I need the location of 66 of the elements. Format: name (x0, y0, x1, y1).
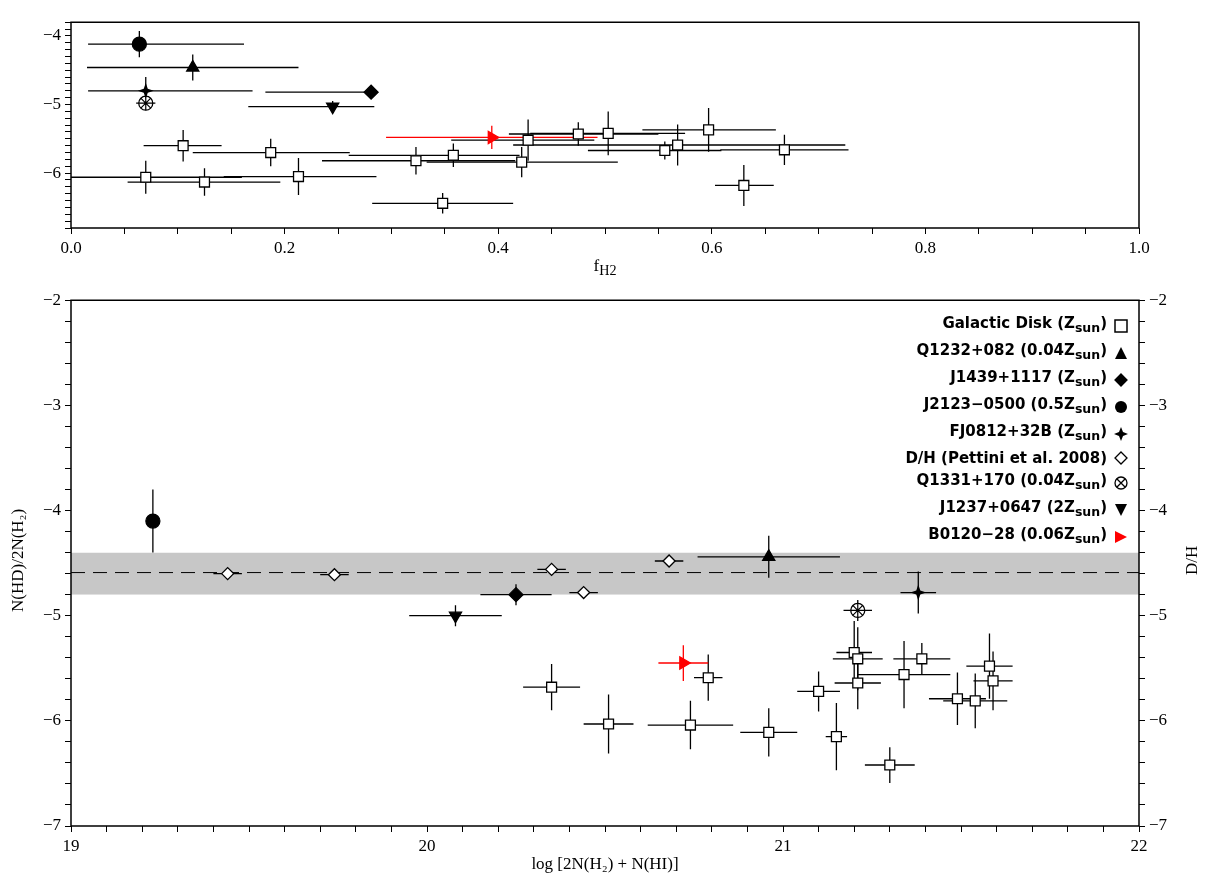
y2-tick-label: −6 (1149, 710, 1168, 730)
x-tick-label: 0.8 (914, 237, 937, 257)
point (916, 653, 928, 665)
point (830, 731, 842, 743)
point (544, 562, 559, 577)
y2-tick-label: −5 (1149, 605, 1168, 625)
y2-tick-label: −7 (1149, 815, 1168, 835)
x-tick-label: 21 (774, 835, 792, 855)
x-axis-title: log [2N(H₂) + N(HI)] (530, 854, 680, 874)
y-tick-label: −6 (42, 710, 61, 730)
point (983, 660, 996, 672)
point (546, 681, 558, 693)
y-tick-label: −7 (42, 815, 62, 835)
x-tick-label: 20 (418, 835, 436, 855)
y-tick-label: −4 (42, 25, 62, 45)
legend-label: B0120−28 (0.06Z$_{sun}$) (928, 524, 1107, 548)
legend-label: D/H (Pettini et al. 2008) (905, 448, 1107, 469)
x-tick-label: 0.4 (487, 237, 510, 257)
legend-label: J1237+0647 (2Z$_{sun}$) (939, 497, 1107, 521)
point (508, 587, 524, 603)
x-tick-label: 0.2 (273, 237, 296, 257)
legend-label: Q1331+170 (0.04Z$_{sun}$) (916, 470, 1107, 494)
point (884, 759, 896, 771)
point (679, 656, 691, 670)
y-tick-label: −5 (42, 605, 61, 625)
legend-label: J2123−0500 (0.5Z$_{sun}$) (923, 394, 1107, 418)
point (898, 668, 910, 681)
point (987, 675, 999, 687)
y2-tick-label: −2 (1149, 289, 1168, 309)
legend-label: Q1232+082 (0.04Z$_{sun}$) (916, 340, 1107, 364)
point (702, 672, 714, 684)
point (363, 84, 379, 100)
point (852, 653, 864, 665)
y2-tick-label: −3 (1149, 394, 1168, 414)
legend-label: J1439+1117 (Z$_{sun}$) (950, 367, 1107, 391)
y-axis-title: N(HD)/2N(H₂) (8, 507, 28, 614)
point (327, 568, 342, 582)
x-tick-label: 19 (62, 835, 80, 855)
y-tick-label: −6 (42, 162, 61, 182)
x-tick-label: 0.6 (701, 237, 723, 257)
y2-tick-label: −4 (1149, 499, 1168, 519)
x-tick-label: 22 (1130, 835, 1148, 855)
y-tick-label: −3 (42, 394, 61, 414)
x-tick-label: 0.0 (60, 237, 82, 257)
point (662, 554, 676, 568)
y2-axis-title: D/H (1182, 544, 1202, 577)
legend-label: FJ0812+32B (Z$_{sun}$) (949, 421, 1107, 445)
y-tick-label: −2 (42, 289, 61, 309)
point (762, 549, 776, 561)
point (448, 611, 463, 624)
point (684, 719, 697, 731)
y-tick-label: −5 (42, 93, 61, 113)
x-tick-label: 1.0 (1128, 237, 1150, 257)
point (763, 726, 775, 739)
point (951, 693, 964, 705)
point (576, 585, 591, 600)
point (852, 677, 864, 689)
legend-label: Galactic Disk (Z$_{sun}$) (942, 313, 1107, 337)
point (813, 685, 825, 697)
point (220, 566, 235, 581)
point (145, 513, 161, 529)
point (602, 718, 615, 730)
x-axis-title: f$_{H2}$ (592, 256, 618, 280)
point (910, 584, 927, 601)
y-tick-label: −4 (42, 499, 62, 519)
point (969, 695, 981, 707)
